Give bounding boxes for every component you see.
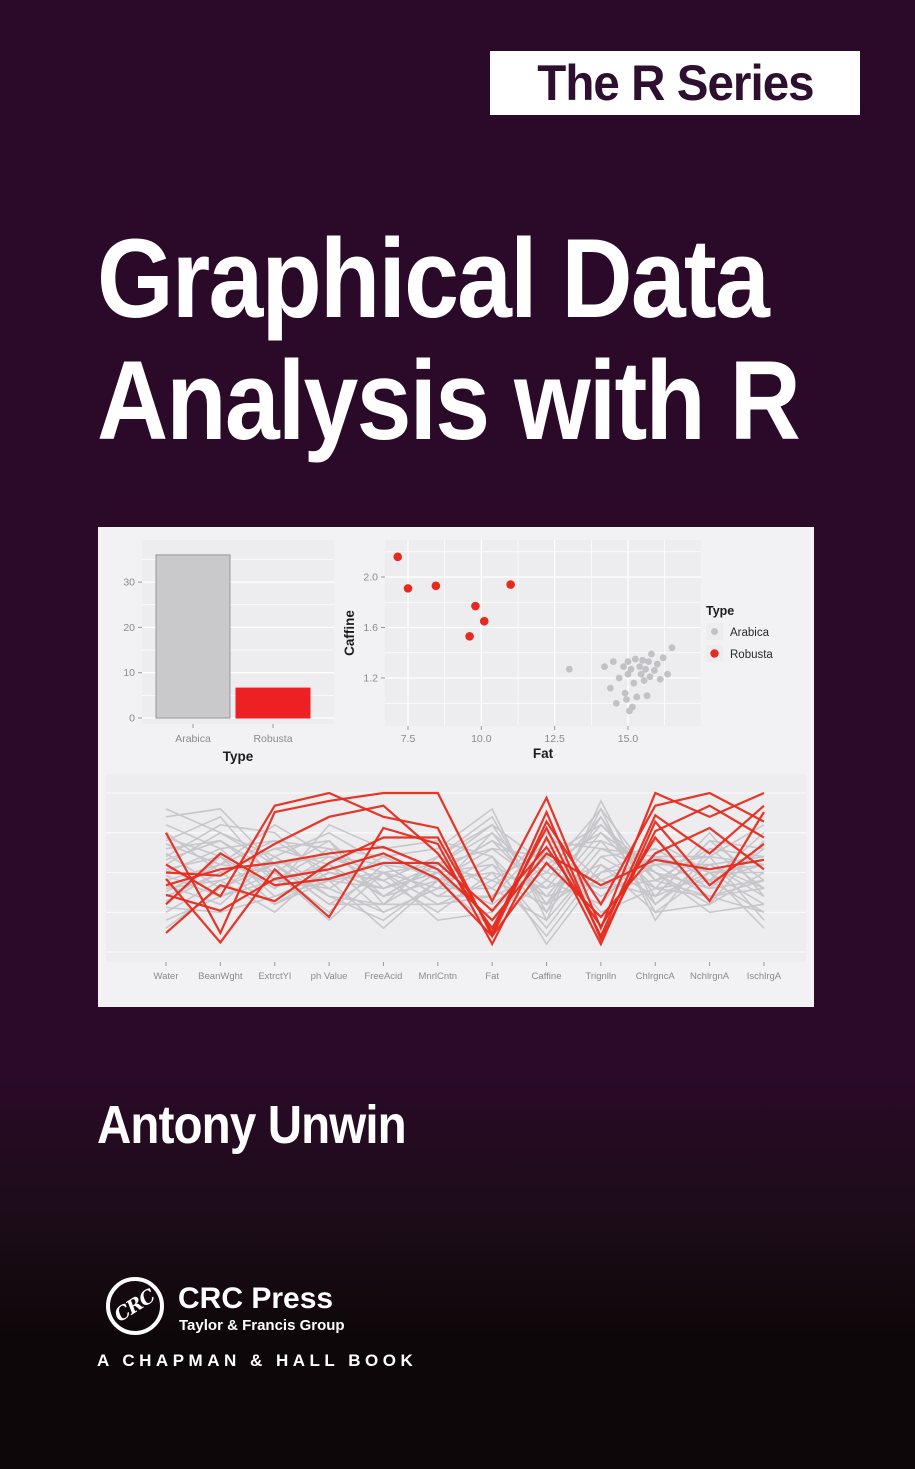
svg-text:Robusta: Robusta (730, 649, 773, 661)
svg-text:20: 20 (123, 622, 135, 634)
author-name: Antony Unwin (97, 1095, 407, 1155)
book-title-line2: Analysis with R (97, 338, 801, 463)
svg-text:7.5: 7.5 (401, 733, 416, 745)
svg-text:ExtrctYl: ExtrctYl (258, 971, 291, 982)
svg-text:10.0: 10.0 (471, 733, 492, 745)
scatter-plot: 7.5 10.0 12.5 15.0 1.2 1.6 2.0 Fat Caffine Type Ar… (342, 540, 773, 761)
svg-text:Water: Water (154, 971, 179, 982)
series-badge-label: The R Series (536, 55, 814, 111)
svg-text:Caffine: Caffine (532, 971, 562, 982)
crc-logo-monogram: CRC (110, 1285, 160, 1327)
svg-text:15.0: 15.0 (618, 733, 639, 745)
svg-text:12.5: 12.5 (544, 733, 565, 745)
book-title: Graphical Data Analysis with R (97, 218, 895, 462)
svg-text:NchlrgnA: NchlrgnA (690, 971, 730, 982)
publisher-name: CRC Press (178, 1282, 334, 1315)
svg-text:Robusta: Robusta (253, 733, 292, 745)
svg-text:Fat: Fat (485, 971, 499, 982)
publisher-imprint: A CHAPMAN & HALL BOOK (97, 1351, 418, 1370)
svg-text:MnrlCntn: MnrlCntn (419, 971, 458, 982)
svg-text:0: 0 (129, 713, 135, 725)
svg-text:BeanWght: BeanWght (198, 971, 243, 982)
plots-panel: 0 10 20 30 Arabica Robusta Type 7.5 10.0 12.5 15.… (98, 527, 814, 1007)
svg-text:1.2: 1.2 (363, 673, 378, 685)
svg-text:Type: Type (223, 749, 254, 764)
svg-text:FreeAcid: FreeAcid (364, 971, 402, 982)
svg-text:ChlrgncA: ChlrgncA (636, 971, 676, 982)
svg-text:Trignlln: Trignlln (585, 971, 616, 982)
crc-press-logo: CRC (106, 1277, 164, 1335)
svg-text:30: 30 (123, 577, 135, 589)
svg-text:Arabica: Arabica (175, 733, 211, 745)
svg-text:10: 10 (123, 667, 135, 679)
svg-text:IschlrgA: IschlrgA (747, 971, 782, 982)
svg-text:Fat: Fat (533, 746, 554, 761)
publisher-group: Taylor & Francis Group (179, 1317, 345, 1334)
parallel-coordinates-plot: Water BeanWght ExtrctYl ph Value FreeAcid Mnr… (106, 774, 806, 982)
svg-text:ph Value: ph Value (311, 971, 348, 982)
svg-text:2.0: 2.0 (363, 572, 378, 584)
svg-text:Arabica: Arabica (730, 627, 770, 639)
bar-chart: 0 10 20 30 Arabica Robusta Type (123, 540, 334, 764)
svg-text:Type: Type (706, 604, 734, 618)
svg-text:Caffine: Caffine (342, 610, 357, 656)
svg-text:1.6: 1.6 (363, 622, 378, 634)
series-badge: The R Series (490, 51, 860, 115)
book-title-line1: Graphical Data (97, 216, 770, 341)
